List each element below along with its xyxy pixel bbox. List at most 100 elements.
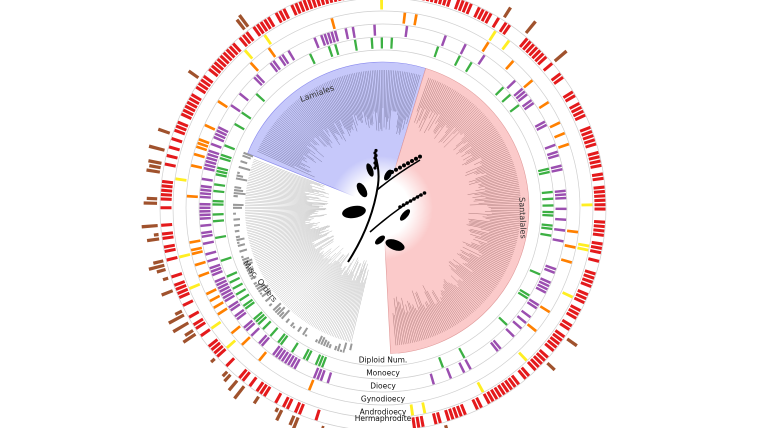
branch xyxy=(313,262,352,328)
branch xyxy=(481,173,517,183)
branch xyxy=(440,95,464,128)
branch xyxy=(453,120,490,151)
branch xyxy=(331,79,352,129)
ring-cell-hermaphrodite xyxy=(436,411,442,424)
branch xyxy=(268,241,334,286)
branch xyxy=(469,257,503,278)
ring-cell-hermaphrodite xyxy=(590,163,602,169)
ring-cell-hermaphrodite xyxy=(457,0,465,12)
branch xyxy=(433,86,448,113)
branch xyxy=(271,126,309,154)
ring-cell-hermaphrodite xyxy=(465,3,473,15)
ring-cell-hermaphrodite xyxy=(180,112,192,120)
branch xyxy=(245,196,329,204)
ring-cell-hermaphrodite xyxy=(228,45,239,56)
ring-cell-hermaphrodite xyxy=(592,176,604,182)
ring-cell-androdioecy xyxy=(226,339,237,349)
ring-cell-hermaphrodite xyxy=(444,409,451,422)
branch xyxy=(284,258,332,305)
branch xyxy=(258,234,328,268)
branch xyxy=(468,213,521,217)
branch xyxy=(359,71,370,128)
ring-cell-hermaphrodite xyxy=(161,222,173,227)
branch xyxy=(246,218,309,228)
ring-cell-hermaphrodite xyxy=(259,383,268,395)
branch xyxy=(253,159,325,187)
branch xyxy=(245,200,325,206)
branch xyxy=(449,260,491,295)
ring-cell-monoecy xyxy=(314,354,322,366)
branch xyxy=(333,280,356,337)
ring-cell-hermaphrodite xyxy=(531,49,542,60)
branch xyxy=(394,70,400,112)
outer-bar xyxy=(148,144,165,152)
ring-cell-dioecy xyxy=(278,55,287,67)
branch xyxy=(368,70,374,114)
ring-cell-dioecy xyxy=(545,264,557,271)
ring-cell-hermaphrodite xyxy=(238,368,248,379)
diploid-bar xyxy=(339,349,343,353)
branch xyxy=(398,72,410,129)
ring-cell-dioecy xyxy=(552,238,564,243)
branch xyxy=(280,115,311,143)
branch xyxy=(453,107,479,135)
ring-cell-dioecy xyxy=(477,54,486,65)
ring-cell-dioecy xyxy=(216,129,228,137)
ring-cell-monoecy xyxy=(229,276,241,284)
ring-cell-hermaphrodite xyxy=(461,1,469,13)
branch xyxy=(245,201,313,206)
branch xyxy=(347,74,360,121)
ring-cell-hermaphrodite xyxy=(482,393,491,405)
ring-cell-hermaphrodite xyxy=(329,0,334,4)
flower-bud xyxy=(418,154,422,159)
ring-cell-hermaphrodite xyxy=(222,51,233,62)
branch xyxy=(475,182,519,191)
outer-bar xyxy=(187,69,200,80)
branch xyxy=(471,243,511,261)
branch xyxy=(480,235,516,247)
branch xyxy=(450,275,482,306)
branch xyxy=(480,228,518,238)
branch xyxy=(426,301,442,334)
ring-cell-dioecy xyxy=(207,257,219,263)
ring-cell-hermaphrodite xyxy=(311,0,318,8)
ring-cell-monoecy xyxy=(212,203,224,206)
branch xyxy=(257,149,295,167)
ring-cell-monoecy xyxy=(279,335,289,346)
branch xyxy=(435,303,450,330)
leaf xyxy=(375,235,385,245)
branch xyxy=(460,249,505,274)
ring-guide-gap xyxy=(335,385,403,393)
ring-cell-monoecy xyxy=(458,347,466,359)
ring-cell-hermaphrodite xyxy=(178,291,190,299)
ring-cell-hermaphrodite xyxy=(580,281,592,288)
ring-cell-dioecy xyxy=(517,93,528,103)
ring-label-androdioecy: Androdioecy xyxy=(360,408,407,417)
ring-cell-monoecy xyxy=(327,45,334,58)
ring-cell-androdioecy xyxy=(210,320,222,330)
ring-cell-dioecy xyxy=(206,156,218,162)
ring-cell-hermaphrodite xyxy=(561,318,573,328)
branch xyxy=(276,250,332,297)
branch xyxy=(464,263,498,286)
branch xyxy=(340,76,354,116)
ring-cell-monoecy xyxy=(244,301,255,310)
ring-cell-hermaphrodite xyxy=(590,244,603,250)
branch xyxy=(246,190,310,199)
ring-cell-dioecy xyxy=(205,159,217,166)
ring-cell-hermaphrodite xyxy=(529,358,540,369)
branch xyxy=(267,132,304,156)
ring-cell-monoecy xyxy=(234,122,245,131)
ring-cell-hermaphrodite xyxy=(477,8,485,20)
ring-cell-dioecy xyxy=(213,135,225,143)
branch xyxy=(458,265,494,292)
branch xyxy=(484,199,521,202)
branch xyxy=(396,306,402,345)
ring-cell-gynodioecy xyxy=(564,244,576,249)
ring-cell-hermaphrodite xyxy=(338,0,342,2)
ring-cell-dioecy xyxy=(330,31,336,43)
branch xyxy=(269,251,321,287)
stem xyxy=(347,154,380,263)
branch xyxy=(250,168,313,188)
